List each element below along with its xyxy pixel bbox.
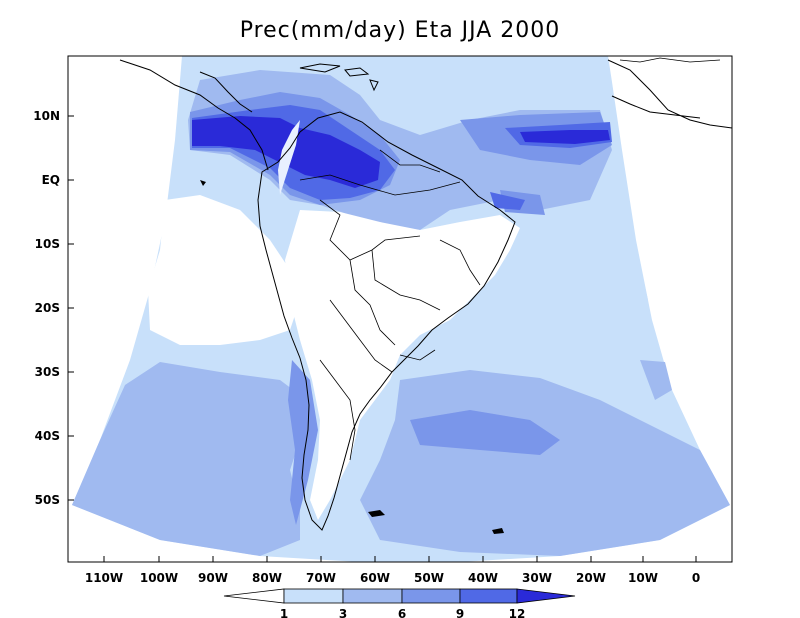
lat-label: 10S — [35, 237, 60, 251]
colorbar-segment-1-3 — [283, 588, 344, 604]
colorbar-label: 3 — [339, 607, 347, 618]
colorbar-segment-above-12 — [516, 588, 576, 604]
colorbar: 1 3 6 9 12 — [223, 588, 576, 618]
colorbar-segment-6-9 — [401, 588, 461, 604]
atlantic-band — [535, 250, 648, 310]
map-frame-border — [67, 55, 733, 563]
africa-borders — [619, 57, 721, 63]
lon-label: 110W — [85, 571, 123, 585]
lon-label: 40W — [468, 571, 498, 585]
colorbar-label: 1 — [280, 607, 288, 618]
colorbar-label: 12 — [509, 607, 526, 618]
lon-label: 10W — [628, 571, 658, 585]
lon-label: 90W — [198, 571, 228, 585]
lat-label: 20S — [35, 301, 60, 315]
lon-label: 80W — [252, 571, 282, 585]
lat-label: 10N — [33, 109, 60, 123]
colorbar-segment-below-1 — [223, 588, 285, 604]
lon-label: 70W — [306, 571, 336, 585]
colorbar-label: 6 — [398, 607, 406, 618]
colorbar-segment-9-12 — [459, 588, 518, 604]
map-title: Prec(mm/day) Eta JJA 2000 — [239, 18, 561, 43]
south-georgia-island — [492, 528, 504, 534]
lon-label: 0 — [692, 571, 700, 585]
latitude-axis: 10N EQ 10S 20S 30S 40S 50S — [33, 109, 74, 507]
map-content — [72, 56, 732, 562]
south-america-coastline — [257, 111, 516, 531]
lon-label: 60W — [360, 571, 390, 585]
lat-label: 50S — [35, 493, 60, 507]
lon-label: 50W — [414, 571, 444, 585]
lon-label: 30W — [522, 571, 552, 585]
colorbar-label: 9 — [456, 607, 464, 618]
longitude-axis: 110W 100W 90W 80W 70W 60W 50W 40W 30W 20… — [85, 556, 700, 585]
lat-label: EQ — [42, 173, 60, 187]
lon-label: 20W — [576, 571, 606, 585]
andes-streak — [278, 120, 300, 195]
colorbar-segment-3-6 — [342, 588, 403, 604]
dry-brazil-interior — [285, 210, 520, 520]
lat-label: 30S — [35, 365, 60, 379]
africa-coastline — [607, 59, 732, 129]
falkland-islands — [368, 510, 385, 517]
caribbean-islands — [299, 63, 379, 92]
lon-label: 100W — [140, 571, 178, 585]
lat-label: 40S — [35, 429, 60, 443]
central-america-coastline — [119, 59, 269, 171]
country-borders — [299, 149, 481, 461]
galapagos-islands — [200, 180, 206, 186]
